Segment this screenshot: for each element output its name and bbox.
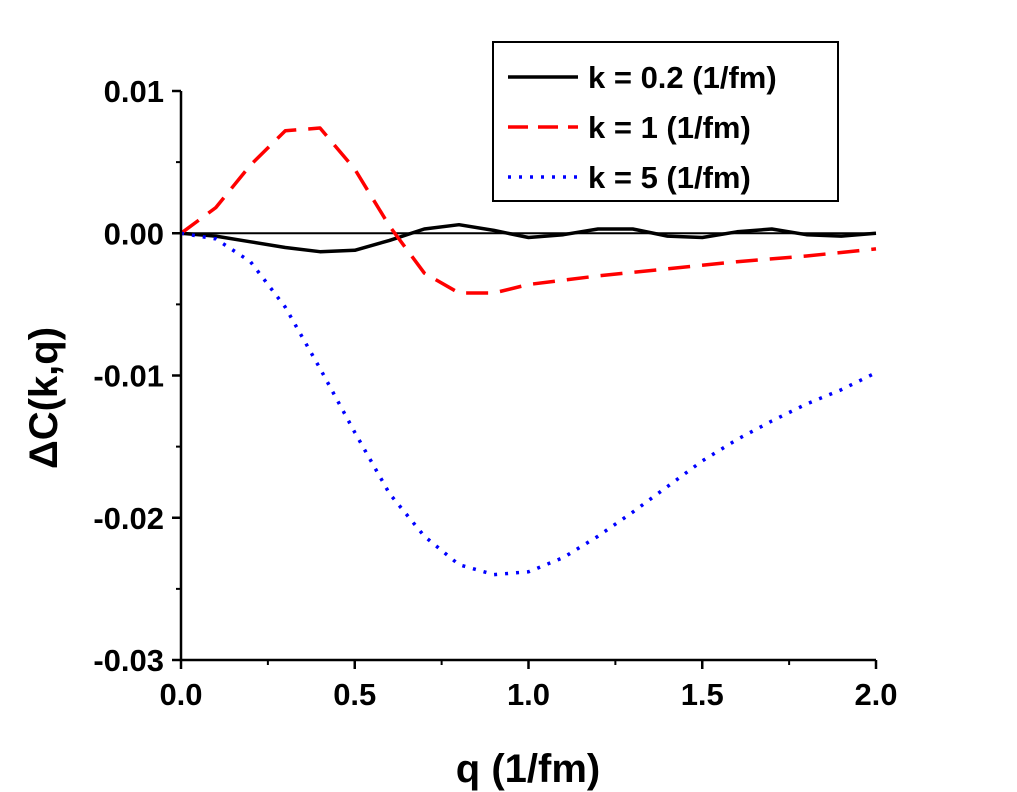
legend: k = 0.2 (1/fm) k = 1 (1/fm) k = 5 (1/fm) <box>492 41 839 202</box>
y-tick-label: -0.03 <box>93 643 164 678</box>
series-line-2 <box>179 126 877 295</box>
y-tick-label: -0.02 <box>93 501 164 536</box>
y-tick-label: 0.00 <box>104 216 164 251</box>
x-tick-label: 0.5 <box>333 677 376 712</box>
legend-label-3: k = 5 (1/fm) <box>588 160 751 195</box>
x-tick-label: 1.5 <box>681 677 724 712</box>
legend-label-1: k = 0.2 (1/fm) <box>588 60 777 95</box>
series-layer <box>179 126 877 577</box>
x-tick-label: 0.0 <box>159 677 202 712</box>
x-tick-label: 2.0 <box>854 677 897 712</box>
y-axis-title: ΔC(k,q) <box>22 327 66 469</box>
x-tick-label: 1.0 <box>507 677 550 712</box>
legend-box <box>492 41 839 202</box>
series-line-1 <box>180 222 877 254</box>
y-tick-label: 0.01 <box>104 74 164 109</box>
y-tick-label: -0.01 <box>93 359 164 394</box>
x-axis-title: q (1/fm) <box>456 747 600 791</box>
series-line-3 <box>180 231 877 577</box>
axes: 0.0 0.5 1.0 1.5 2.0 -0.03 -0.02 -0.01 0.00 0.01 <box>93 74 897 712</box>
legend-label-2: k = 1 (1/fm) <box>588 110 751 145</box>
